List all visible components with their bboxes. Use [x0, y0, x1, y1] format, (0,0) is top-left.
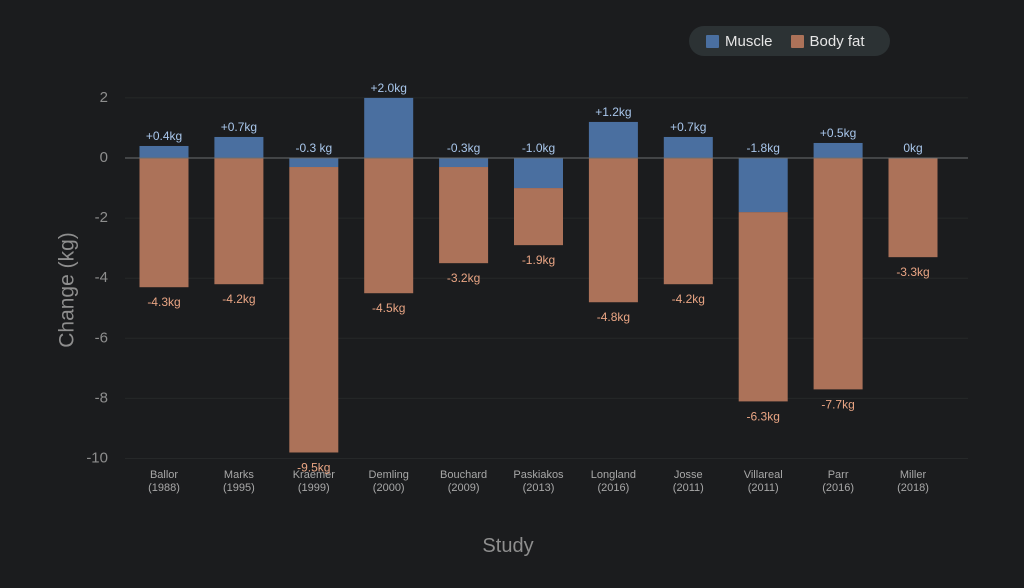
x-tick-label-name: Villareal — [744, 469, 783, 481]
data-label-muscle: +0.7kg — [670, 120, 706, 134]
x-tick-label-name: Parr — [828, 469, 849, 481]
x-tick-label-name: Ballor — [150, 469, 178, 481]
data-label-muscle: -0.3 kg — [295, 141, 332, 155]
x-axis-label: Study — [482, 535, 533, 557]
x-tick-label-name: Josse — [674, 469, 703, 481]
x-tick-label-name: Paskiakos — [513, 469, 564, 481]
legend-swatch-muscle — [706, 34, 719, 48]
bar-muscle — [514, 158, 563, 189]
bar-body-fat — [738, 212, 788, 402]
legend-label-muscle: Muscle — [725, 32, 773, 50]
y-tick-label: -4 — [95, 269, 108, 286]
bar-muscle — [214, 136, 264, 158]
bar-muscle — [813, 142, 863, 158]
data-label-body-fat: -1.9kg — [522, 253, 555, 267]
data-label-body-fat: -4.3kg — [147, 295, 180, 309]
bar-body-fat — [588, 158, 638, 303]
x-tick-label-name: Marks — [224, 469, 254, 481]
bar-body-fat — [139, 158, 189, 288]
y-tick-label: 2 — [100, 89, 108, 106]
x-tick-label-year: (2016) — [598, 482, 630, 494]
grid-lines — [125, 97, 968, 459]
bar-body-fat — [214, 158, 264, 285]
data-label-body-fat: -4.2kg — [222, 292, 255, 306]
bar-muscle — [663, 136, 713, 158]
bar-body-fat — [439, 167, 489, 264]
data-labels: +0.4kg -4.3kg +0.7kg -4.2kg -0.3 kg -9.5kg +2.… — [146, 81, 930, 475]
bar-muscle — [139, 145, 189, 158]
x-axis-ticks: Ballor(1988) Marks(1995) Kraemer(1999) Deml… — [148, 469, 929, 494]
y-tick-label: -10 — [86, 449, 108, 466]
data-label-body-fat: -3.2kg — [447, 271, 480, 285]
bars — [139, 97, 938, 453]
data-label-body-fat: -3.3kg — [896, 265, 929, 279]
y-tick-label: -6 — [95, 329, 108, 346]
bar-body-fat — [888, 158, 938, 258]
x-tick-label-name: Kraemer — [293, 469, 336, 481]
x-tick-label-year: (1988) — [148, 482, 180, 494]
y-tick-label: 0 — [100, 149, 108, 166]
data-label-muscle: +0.7kg — [221, 120, 257, 134]
legend: Muscle Body fat — [689, 26, 890, 56]
bar-muscle — [588, 121, 638, 158]
data-label-muscle: +1.2kg — [595, 105, 631, 119]
data-label-muscle: -0.3kg — [447, 141, 480, 155]
x-tick-label-year: (2016) — [822, 482, 854, 494]
bar-body-fat — [364, 158, 414, 294]
x-tick-label-year: (2013) — [523, 482, 555, 494]
data-label-body-fat: -4.5kg — [372, 301, 405, 315]
x-tick-label-name: Demling — [369, 469, 409, 481]
y-axis-label: Change (kg) — [56, 232, 79, 348]
data-label-body-fat: -9.5kg — [297, 460, 330, 474]
bar-muscle — [289, 158, 339, 168]
x-tick-label-year: (1999) — [298, 482, 330, 494]
legend-item-muscle[interactable]: Muscle — [706, 33, 773, 50]
x-tick-label-year: (2011) — [673, 482, 704, 494]
data-label-body-fat: -7.7kg — [821, 397, 854, 411]
data-label-body-fat: -6.3kg — [747, 409, 780, 423]
data-label-muscle: -1.8kg — [747, 141, 780, 155]
bar-body-fat — [813, 158, 863, 390]
bar-body-fat — [514, 188, 563, 246]
y-tick-label: -8 — [95, 389, 108, 406]
y-axis-ticks: 2 0 -2 -4 -6 -8 -10 — [86, 89, 108, 467]
x-tick-label-year: (2018) — [897, 482, 929, 494]
legend-swatch-body-fat — [790, 34, 804, 48]
data-label-muscle: 0kg — [903, 141, 922, 155]
x-tick-label-name: Longland — [591, 469, 636, 481]
legend-label-body-fat: Body fat — [809, 32, 865, 50]
x-tick-label-year: (2011) — [748, 482, 779, 494]
data-label-muscle: -1.0kg — [522, 141, 555, 155]
bar-muscle — [439, 158, 489, 168]
data-label-muscle: +0.4kg — [146, 129, 182, 143]
y-tick-label: -2 — [95, 209, 108, 226]
x-tick-label-year: (2009) — [448, 482, 480, 494]
x-tick-label-year: (1995) — [223, 482, 255, 494]
bar-muscle — [364, 97, 414, 158]
data-label-muscle: +0.5kg — [820, 126, 856, 140]
bar-muscle — [738, 158, 788, 213]
bar-body-fat — [289, 167, 339, 453]
bar-body-fat — [663, 158, 713, 285]
data-label-body-fat: -4.8kg — [597, 310, 630, 324]
legend-item-body-fat[interactable]: Body fat — [790, 32, 865, 50]
x-tick-label-name: Miller — [900, 469, 927, 481]
data-label-body-fat: -4.2kg — [672, 292, 705, 306]
data-label-muscle: +2.0kg — [371, 81, 407, 95]
x-tick-label-year: (2000) — [373, 482, 405, 494]
x-tick-label-name: Bouchard — [440, 469, 487, 481]
